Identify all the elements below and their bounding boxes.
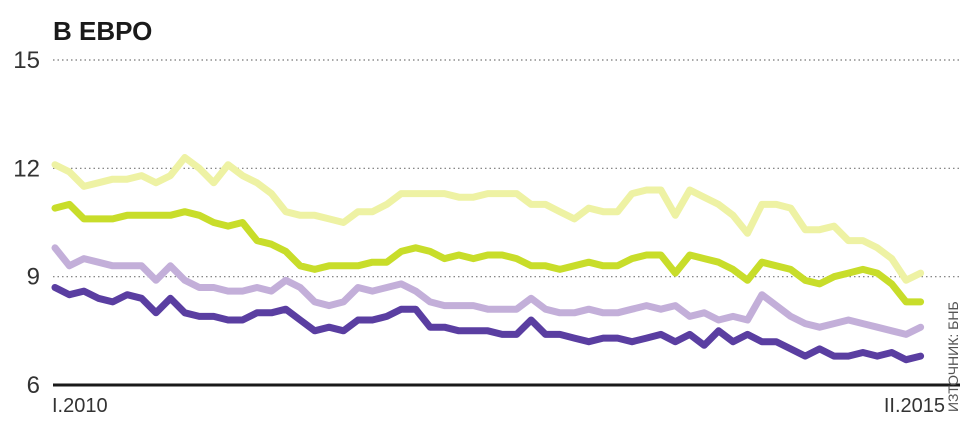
y-tick-label-12: 12 bbox=[13, 155, 40, 182]
grid bbox=[53, 59, 960, 278]
chart-title: В ЕВРО bbox=[53, 16, 152, 46]
x-tick-label-end: II.2015 bbox=[884, 395, 945, 417]
series-line-4 bbox=[51, 284, 925, 364]
y-tick-label-6: 6 bbox=[27, 372, 40, 399]
series-lines bbox=[51, 154, 925, 364]
series-line-3 bbox=[51, 244, 925, 338]
y-axis-tick-labels: 6 9 12 15 bbox=[13, 47, 40, 399]
source-label: ИЗТОЧНИК: БНБ bbox=[945, 301, 961, 412]
x-tick-label-start: I.2010 bbox=[52, 395, 108, 417]
series-line-1 bbox=[51, 154, 925, 284]
y-tick-label-9: 9 bbox=[27, 264, 40, 291]
series-line-2 bbox=[51, 200, 925, 306]
y-tick-label-15: 15 bbox=[13, 47, 40, 74]
